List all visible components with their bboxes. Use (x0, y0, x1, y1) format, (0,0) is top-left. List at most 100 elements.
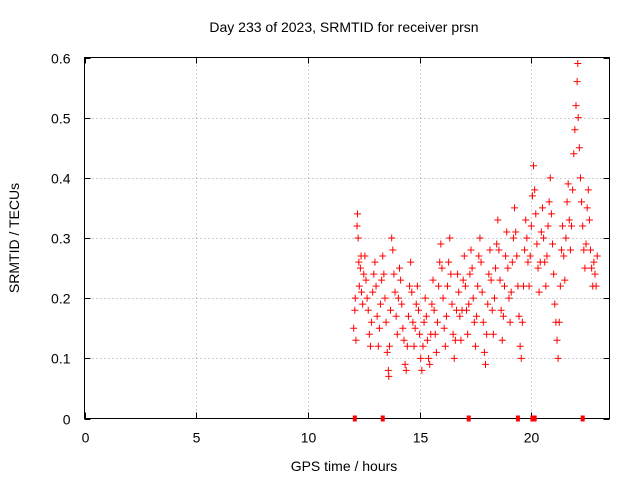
data-point (573, 78, 581, 86)
data-point (480, 348, 488, 356)
data-point (488, 306, 496, 314)
y-tick-labels: 0 0.1 0.2 0.3 0.4 0.5 0.6 (51, 51, 71, 428)
y-axis-title: SRMTID / TECUs (6, 183, 22, 293)
data-point (576, 174, 584, 182)
data-point (354, 234, 362, 242)
zero-marker (530, 415, 535, 422)
data-point (479, 318, 487, 326)
data-point (502, 252, 510, 260)
data-point (521, 246, 529, 254)
data-point (501, 282, 508, 290)
data-point (515, 312, 523, 320)
y-tick-label: 0.4 (51, 171, 71, 187)
zero-marker (380, 415, 385, 422)
data-point (377, 300, 385, 308)
data-point (555, 318, 563, 326)
data-point (571, 126, 579, 134)
data-point (523, 234, 531, 242)
data-point (535, 288, 543, 296)
data-point (404, 312, 412, 320)
data-point (394, 294, 402, 302)
data-point (544, 222, 552, 230)
data-point (397, 276, 405, 284)
data-point (418, 366, 426, 374)
data-point (590, 258, 598, 266)
data-point (355, 258, 363, 266)
chart-title: Day 233 of 2023, SRMTID for receiver prs… (209, 19, 478, 35)
data-point (487, 276, 495, 284)
data-point (506, 318, 514, 326)
data-point (432, 348, 440, 356)
data-point (585, 216, 593, 224)
data-point (518, 318, 526, 326)
data-point (497, 306, 505, 314)
data-point (380, 270, 388, 278)
data-point (433, 318, 441, 326)
data-point (525, 282, 533, 290)
data-point (423, 336, 431, 344)
data-point (572, 102, 580, 110)
data-point (564, 180, 572, 188)
data-point (470, 318, 478, 326)
plot-frame (84, 57, 610, 419)
data-point (428, 300, 436, 308)
data-point (591, 270, 599, 278)
data-point (541, 258, 549, 266)
data-point (516, 342, 524, 350)
data-points (350, 60, 601, 422)
data-point (465, 300, 473, 308)
zero-marker (532, 415, 537, 422)
data-point (370, 270, 378, 278)
data-point (422, 312, 430, 320)
data-point (430, 306, 438, 314)
data-point (493, 240, 501, 248)
data-point (574, 60, 582, 68)
data-point (549, 240, 557, 248)
data-point (385, 372, 393, 380)
data-point (441, 342, 449, 350)
data-point (484, 300, 492, 308)
data-point (562, 234, 570, 242)
data-point (392, 312, 400, 320)
data-point (393, 330, 401, 338)
data-point (412, 300, 420, 308)
data-point (588, 264, 596, 272)
data-point (369, 288, 377, 296)
data-point (407, 258, 415, 266)
data-point (530, 162, 538, 170)
data-point (368, 318, 376, 326)
data-point (507, 288, 515, 296)
data-point (492, 264, 500, 272)
data-point (450, 354, 458, 362)
data-point (522, 216, 530, 224)
data-point (550, 270, 558, 278)
data-point (408, 288, 416, 296)
data-point (513, 252, 521, 260)
data-point (426, 360, 434, 368)
data-point (401, 360, 409, 368)
data-point (421, 294, 429, 302)
data-point (399, 324, 407, 332)
data-point (387, 306, 395, 314)
data-point (556, 282, 564, 290)
data-point (358, 288, 366, 296)
data-point (528, 192, 536, 200)
data-point (546, 174, 554, 182)
data-point (547, 210, 555, 218)
data-point (534, 264, 542, 272)
x-tick-label: 0 (82, 430, 90, 446)
data-point (587, 246, 595, 254)
data-point (551, 300, 559, 308)
data-point (448, 300, 456, 308)
y-tick-label: 0 (63, 412, 71, 428)
data-point (378, 276, 386, 284)
y-tick-label: 0.2 (51, 291, 71, 307)
zero-marker (352, 415, 357, 422)
data-point (353, 222, 361, 230)
data-point (509, 234, 517, 242)
data-point (578, 198, 586, 206)
data-point (414, 306, 422, 314)
zero-marker (466, 415, 471, 422)
data-point (372, 282, 380, 290)
data-point (383, 348, 391, 356)
